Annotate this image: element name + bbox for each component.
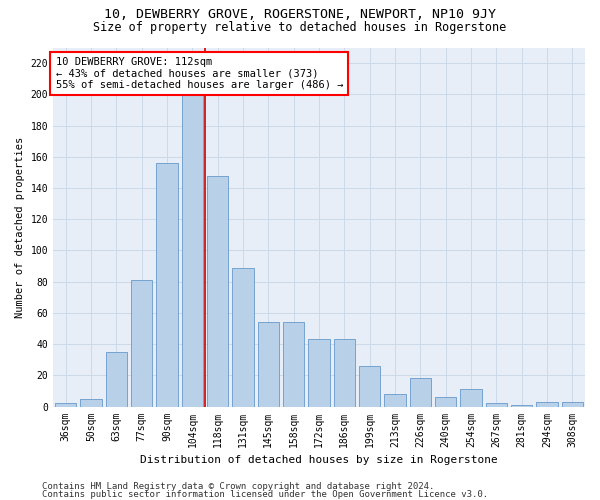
Bar bbox=[232, 268, 254, 406]
Bar bbox=[131, 280, 152, 406]
Bar bbox=[106, 352, 127, 406]
Bar bbox=[55, 404, 76, 406]
Bar bbox=[435, 397, 457, 406]
Bar bbox=[485, 404, 507, 406]
Text: 10, DEWBERRY GROVE, ROGERSTONE, NEWPORT, NP10 9JY: 10, DEWBERRY GROVE, ROGERSTONE, NEWPORT,… bbox=[104, 8, 496, 20]
Bar bbox=[511, 405, 532, 406]
Bar bbox=[359, 366, 380, 406]
Bar bbox=[156, 163, 178, 406]
Text: Contains HM Land Registry data © Crown copyright and database right 2024.: Contains HM Land Registry data © Crown c… bbox=[42, 482, 434, 491]
Bar bbox=[283, 322, 304, 406]
Text: Contains public sector information licensed under the Open Government Licence v3: Contains public sector information licen… bbox=[42, 490, 488, 499]
Bar bbox=[308, 340, 330, 406]
Bar bbox=[384, 394, 406, 406]
Bar bbox=[80, 399, 102, 406]
Bar bbox=[410, 378, 431, 406]
Bar bbox=[460, 390, 482, 406]
X-axis label: Distribution of detached houses by size in Rogerstone: Distribution of detached houses by size … bbox=[140, 455, 498, 465]
Y-axis label: Number of detached properties: Number of detached properties bbox=[15, 136, 25, 318]
Bar bbox=[207, 176, 229, 406]
Bar bbox=[536, 402, 558, 406]
Bar bbox=[562, 402, 583, 406]
Bar bbox=[182, 90, 203, 406]
Bar bbox=[257, 322, 279, 406]
Text: 10 DEWBERRY GROVE: 112sqm
← 43% of detached houses are smaller (373)
55% of semi: 10 DEWBERRY GROVE: 112sqm ← 43% of detac… bbox=[56, 57, 343, 90]
Text: Size of property relative to detached houses in Rogerstone: Size of property relative to detached ho… bbox=[94, 21, 506, 34]
Bar bbox=[334, 340, 355, 406]
